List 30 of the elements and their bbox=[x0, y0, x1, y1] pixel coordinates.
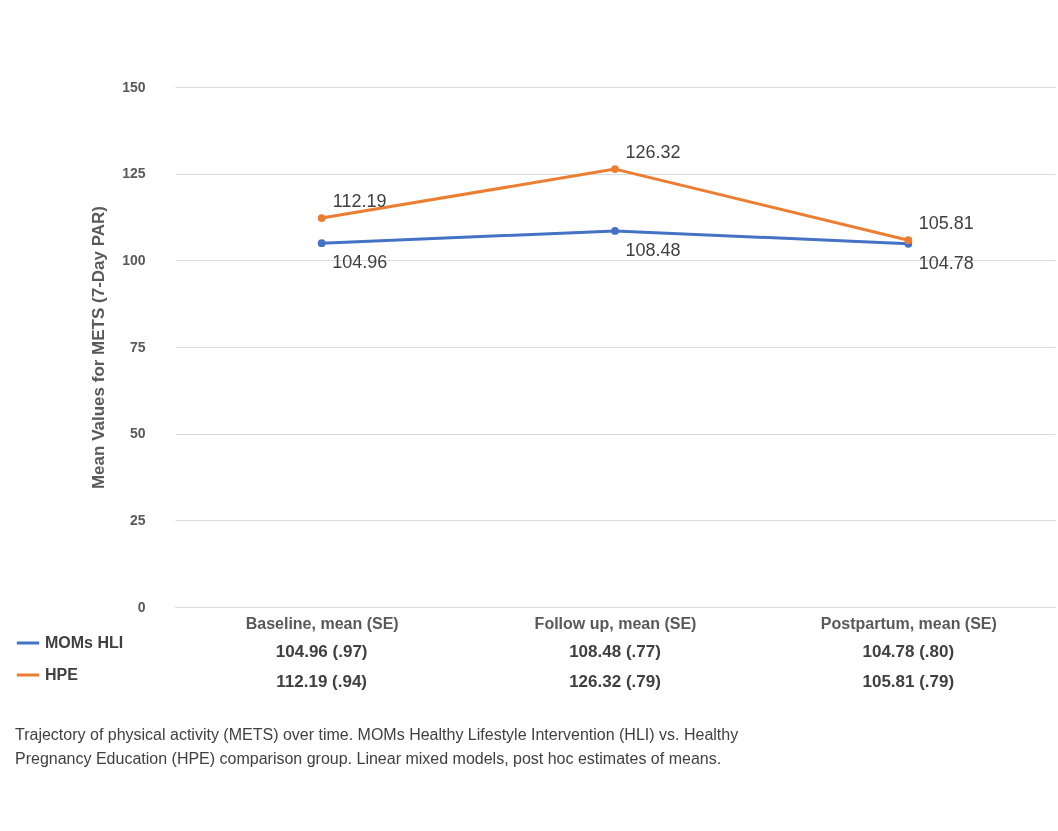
x-tick-label: Baseline, mean (SE) bbox=[245, 614, 399, 632]
x-tick-label: Postpartum, mean (SE) bbox=[820, 614, 997, 632]
y-tick-label: 125 bbox=[122, 165, 146, 182]
x-tick-label: Follow up, mean (SE) bbox=[534, 614, 697, 632]
point bbox=[611, 227, 619, 235]
annotation: 126.32 bbox=[625, 142, 681, 163]
annotation: 105.81 bbox=[918, 213, 974, 234]
y-tick-label: 25 bbox=[129, 511, 146, 528]
legend-label: MOMs HLI bbox=[45, 634, 124, 651]
data-label: 105.81 (.79) bbox=[862, 672, 955, 691]
y-tick-label: 75 bbox=[129, 338, 146, 355]
data-label: 104.96 (.97) bbox=[275, 642, 368, 661]
y-tick-label: 100 bbox=[122, 251, 146, 268]
annotation: 108.48 bbox=[625, 239, 681, 260]
y-tick-label: 0 bbox=[137, 598, 146, 615]
data-label: 108.48 (.77) bbox=[569, 642, 661, 661]
legend-label: HPE bbox=[45, 666, 79, 683]
data-label: 126.32 (.79) bbox=[569, 672, 661, 691]
y-tick-label: 150 bbox=[122, 78, 146, 95]
y-axis-title: Mean Values for METS (7-Day PAR) bbox=[89, 205, 109, 490]
annotation: 112.19 bbox=[332, 191, 387, 212]
data-label: 104.78 (.80) bbox=[862, 642, 955, 661]
y-tick-label: 50 bbox=[129, 425, 146, 442]
text: Trajectory of physical activity (METS) over time. MOMs Healthy Lifestyle Intervention (HLI) vs. Healthy Pregnancy Education (HPE) comparison group. Linear mixed models, post hoc estimates of means. bbox=[15, 726, 739, 767]
data-label: 112.19 (.94) bbox=[276, 672, 368, 691]
annotation: 104.78 bbox=[918, 252, 974, 273]
annotation: 104.96 bbox=[332, 252, 388, 273]
point bbox=[317, 239, 326, 247]
point bbox=[611, 165, 619, 173]
point bbox=[317, 214, 326, 222]
